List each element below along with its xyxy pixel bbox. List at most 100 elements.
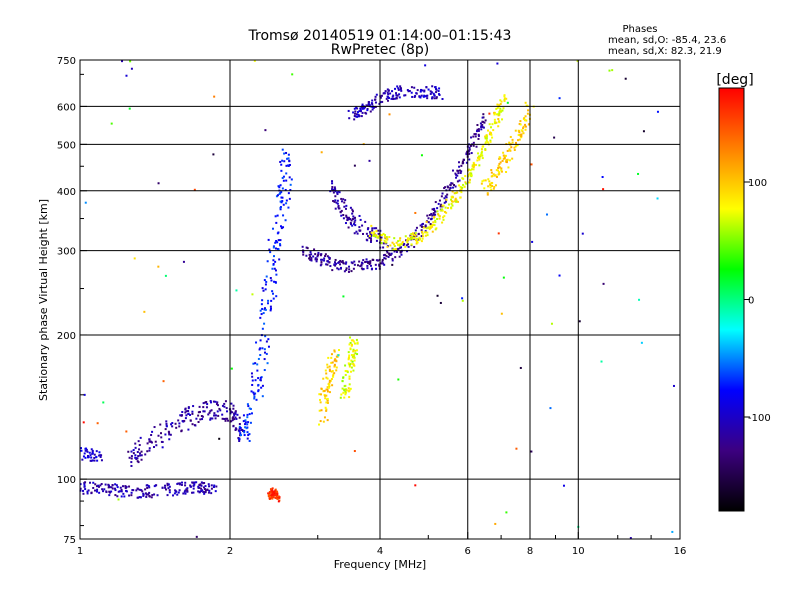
data-point <box>332 375 335 378</box>
data-point <box>157 434 160 437</box>
data-point <box>79 447 82 450</box>
data-point <box>348 117 351 120</box>
data-point <box>264 283 267 286</box>
data-point <box>430 97 433 100</box>
data-point <box>524 115 527 118</box>
data-point <box>164 428 167 431</box>
data-point <box>187 407 190 410</box>
data-point <box>208 489 211 492</box>
data-point <box>424 225 427 228</box>
data-point <box>251 379 254 382</box>
data-point <box>230 402 233 405</box>
data-point <box>272 495 275 498</box>
data-point <box>318 423 321 426</box>
data-point <box>278 243 281 246</box>
data-point <box>396 94 399 97</box>
data-point <box>368 260 371 263</box>
data-point <box>425 220 428 223</box>
data-point <box>201 489 204 492</box>
data-point <box>373 227 376 230</box>
data-point <box>261 299 264 302</box>
data-point <box>369 231 372 234</box>
data-point <box>210 484 213 487</box>
data-point <box>387 93 390 96</box>
data-point <box>234 411 237 414</box>
data-point <box>184 417 187 420</box>
data-point <box>269 305 272 308</box>
data-point <box>471 168 474 171</box>
data-point <box>353 112 356 115</box>
data-point <box>402 244 405 247</box>
data-point <box>243 434 246 437</box>
data-point <box>339 263 342 266</box>
data-point <box>406 89 409 92</box>
data-point <box>477 133 480 136</box>
data-point <box>403 94 406 97</box>
data-point <box>216 410 219 413</box>
data-point <box>348 354 351 357</box>
data-point <box>267 493 270 496</box>
data-point <box>344 207 347 210</box>
data-point <box>351 339 354 342</box>
data-point <box>499 102 502 105</box>
data-point <box>193 481 196 484</box>
data-point <box>488 123 491 126</box>
data-point <box>119 486 122 489</box>
data-point <box>491 136 494 139</box>
data-point <box>370 231 373 234</box>
data-point <box>366 264 369 267</box>
data-point <box>333 350 336 353</box>
data-point <box>109 491 112 494</box>
data-point <box>472 168 475 171</box>
data-point <box>362 106 365 109</box>
data-point <box>175 426 178 429</box>
data-point <box>81 458 84 461</box>
data-point <box>364 111 367 114</box>
data-point <box>243 430 246 433</box>
noise-point <box>213 95 216 98</box>
data-point <box>176 482 179 485</box>
noise-point <box>130 67 133 70</box>
data-point <box>209 400 212 403</box>
data-point <box>331 188 334 191</box>
data-point <box>147 485 150 488</box>
data-point <box>317 251 320 254</box>
noise-point <box>500 312 503 315</box>
data-point <box>350 359 353 362</box>
data-point <box>275 273 278 276</box>
noise-point <box>388 113 391 116</box>
data-point <box>350 366 353 369</box>
data-point <box>358 260 361 263</box>
x-tick-label: 4 <box>377 546 383 557</box>
data-point <box>276 241 279 244</box>
data-point <box>332 200 335 203</box>
data-point <box>492 129 495 132</box>
data-point <box>200 484 203 487</box>
data-point <box>278 258 281 261</box>
data-point <box>342 198 345 201</box>
data-point <box>354 219 357 222</box>
data-point <box>368 103 371 106</box>
data-point <box>128 494 131 497</box>
data-point <box>336 202 339 205</box>
data-point <box>168 438 171 441</box>
data-point <box>377 236 380 239</box>
data-point <box>495 107 498 110</box>
data-point <box>95 450 98 453</box>
data-point <box>257 377 260 380</box>
data-point <box>457 161 460 164</box>
data-point <box>193 424 196 427</box>
data-point <box>508 148 511 151</box>
data-point <box>160 436 163 439</box>
data-point <box>386 237 389 240</box>
data-point <box>226 410 229 413</box>
data-point <box>462 177 465 180</box>
data-point <box>345 261 348 264</box>
data-point <box>267 494 270 497</box>
data-point <box>348 396 351 399</box>
data-point <box>215 485 218 488</box>
data-point <box>349 387 352 390</box>
data-point <box>343 270 346 273</box>
data-point <box>354 349 357 352</box>
data-point <box>259 354 262 357</box>
